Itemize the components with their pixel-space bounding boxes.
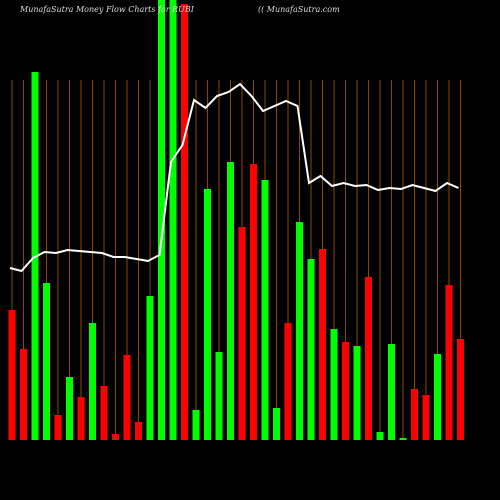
bar — [388, 344, 395, 440]
bar — [273, 408, 280, 440]
bar — [20, 349, 27, 440]
bar — [89, 323, 96, 440]
chart-title: MunafaSutra Money Flow Charts for RUBI — [19, 5, 195, 14]
bar — [411, 389, 418, 440]
bar — [434, 354, 441, 440]
bar — [307, 259, 315, 440]
bar — [296, 222, 303, 440]
bar — [77, 397, 85, 440]
bar — [135, 422, 142, 440]
bar — [158, 0, 165, 440]
bar — [261, 180, 269, 440]
bar — [284, 323, 292, 440]
bar — [146, 296, 154, 440]
bar — [54, 415, 62, 440]
chart-subtitle: (( MunafaSutra.com — [258, 5, 340, 14]
bar — [227, 162, 234, 440]
bar — [238, 227, 246, 440]
bar — [169, 0, 177, 440]
bar — [123, 355, 131, 440]
bar — [457, 339, 464, 440]
bar — [250, 164, 257, 440]
bar — [353, 346, 361, 440]
bar — [330, 329, 338, 440]
price-line — [9, 82, 459, 273]
bar — [43, 283, 50, 440]
bar — [399, 438, 407, 440]
bar — [66, 377, 73, 440]
bar — [204, 189, 211, 440]
bar — [365, 277, 372, 440]
bar — [100, 386, 108, 440]
bar — [376, 432, 384, 440]
bar — [8, 310, 16, 440]
bar — [342, 342, 349, 440]
bar — [192, 410, 200, 440]
bar — [181, 4, 188, 440]
bar — [422, 395, 430, 440]
bar — [445, 285, 453, 440]
bar — [215, 352, 223, 440]
bar — [112, 434, 119, 440]
bar — [319, 249, 326, 440]
